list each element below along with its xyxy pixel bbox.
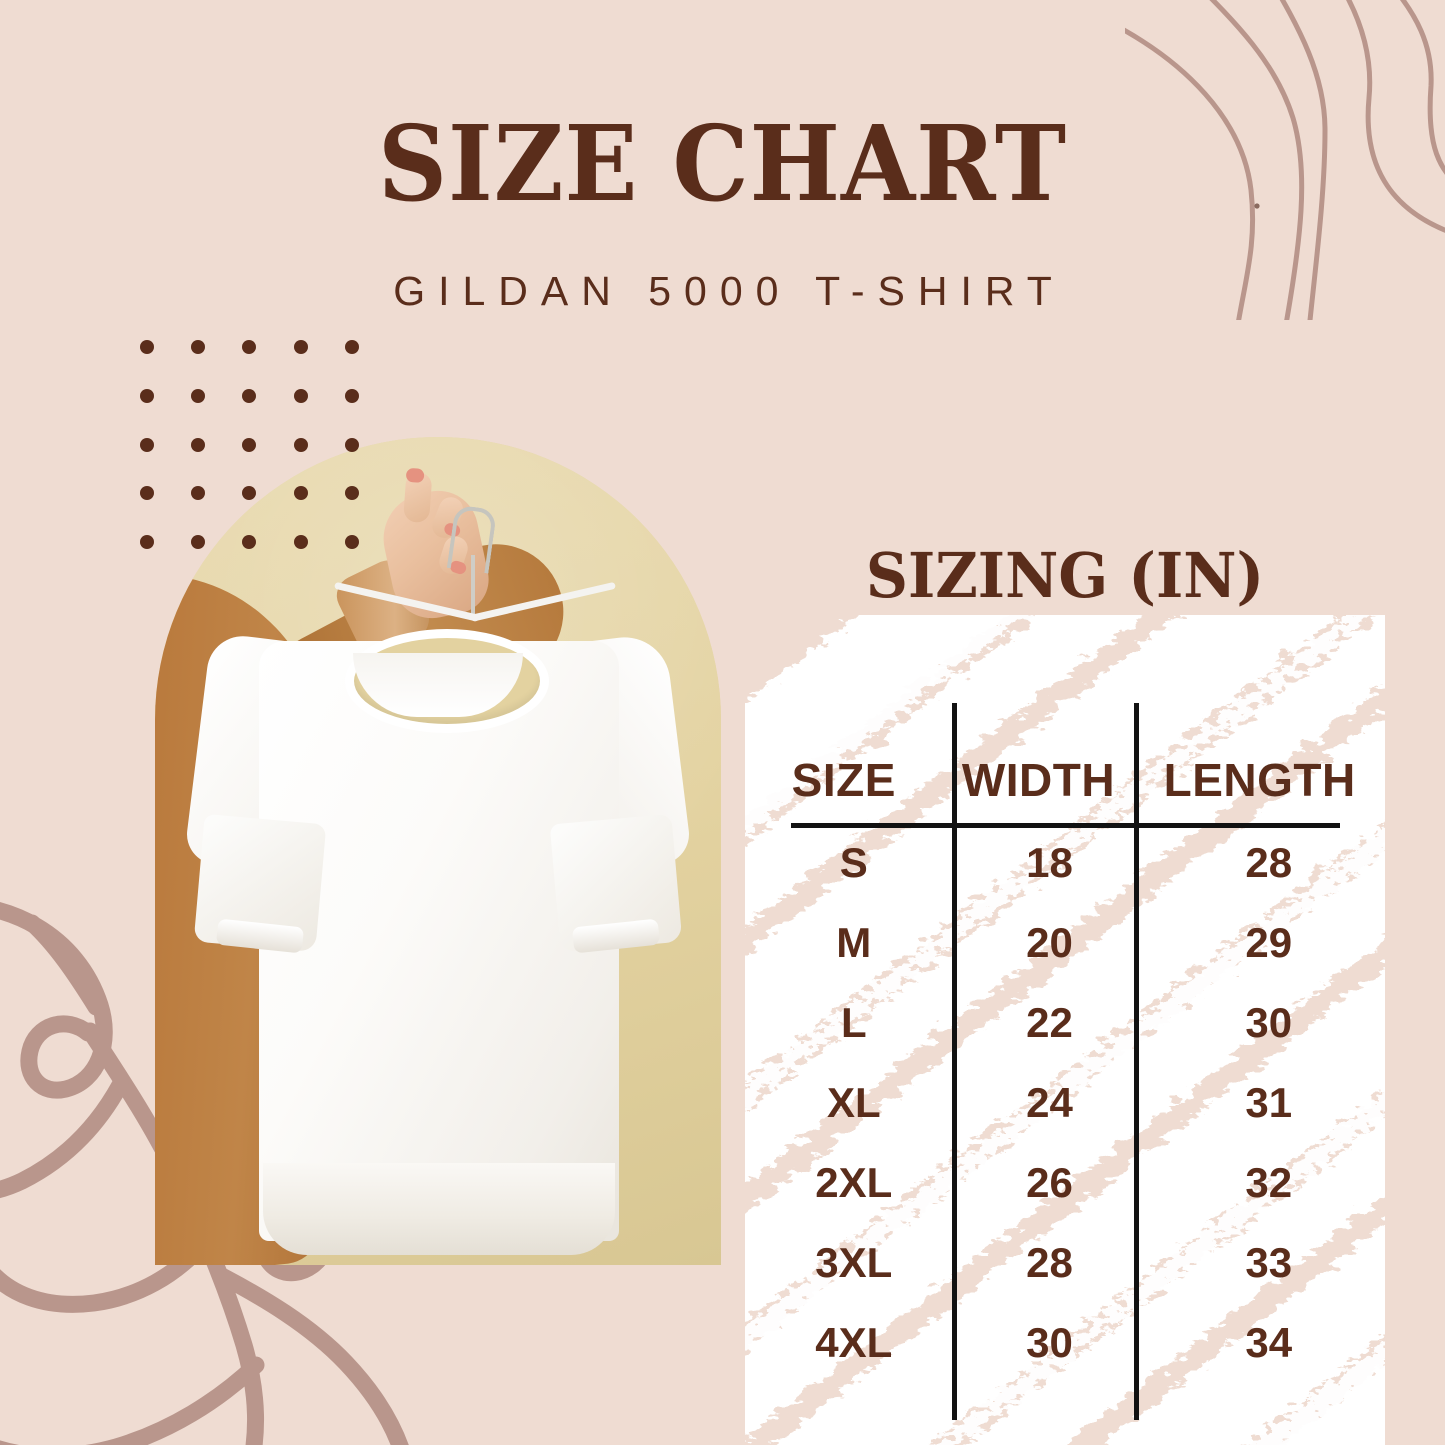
table-row: 4XL 30 34 [745,1303,1385,1383]
product-photo-arch [155,437,721,1265]
column-header-size: SIZE [791,754,896,806]
table-row: S 18 28 [745,823,1385,903]
cell-size: 4XL [815,1319,893,1366]
cell-length: 34 [1245,1319,1293,1366]
cell-length: 30 [1245,999,1293,1046]
cell-size: 2XL [815,1159,893,1206]
cell-width: 24 [1026,1079,1073,1126]
cell-size: 3XL [815,1239,893,1286]
table-row: 2XL 26 32 [745,1143,1385,1223]
cell-width: 26 [1026,1159,1073,1206]
cell-size: L [840,999,867,1046]
hanger-stem [471,555,475,617]
table-row: M 20 29 [745,903,1385,983]
cell-size: S [839,839,868,886]
cell-width: 22 [1026,999,1073,1046]
tshirt-bottom-hem [263,1163,615,1255]
cell-length: 32 [1245,1159,1293,1206]
table-row: 3XL 28 33 [745,1223,1385,1303]
cell-length: 31 [1245,1079,1293,1126]
fingernail [405,467,425,484]
column-header-width: WIDTH [961,754,1116,806]
cell-length: 28 [1245,839,1293,886]
cell-size: M [836,919,872,966]
page-title: SIZE CHART [378,102,1067,225]
page-subtitle: GILDAN 5000 T-SHIRT [393,268,1065,314]
cell-size: XL [826,1079,881,1126]
cell-width: 18 [1026,839,1073,886]
white-tshirt [183,623,693,1265]
table-row: L 22 30 [745,983,1385,1063]
cell-length: 33 [1245,1239,1293,1286]
sizing-table: SIZE WIDTH LENGTH S 18 28 M 20 29 L [745,737,1385,1383]
tshirt-body [259,641,619,1241]
sizing-heading: SIZING (IN) [865,539,1265,612]
column-header-length: LENGTH [1163,754,1356,806]
table-body: S 18 28 M 20 29 L 22 30 XL 24 31 [745,823,1385,1383]
table-row: XL 24 31 [745,1063,1385,1143]
cell-width: 30 [1026,1319,1073,1366]
cell-width: 28 [1026,1239,1073,1286]
sizing-table-panel: SIZING (IN) [745,545,1385,1445]
cell-length: 29 [1245,919,1293,966]
cell-width: 20 [1026,919,1073,966]
table-header-row: SIZE WIDTH LENGTH [745,737,1385,823]
